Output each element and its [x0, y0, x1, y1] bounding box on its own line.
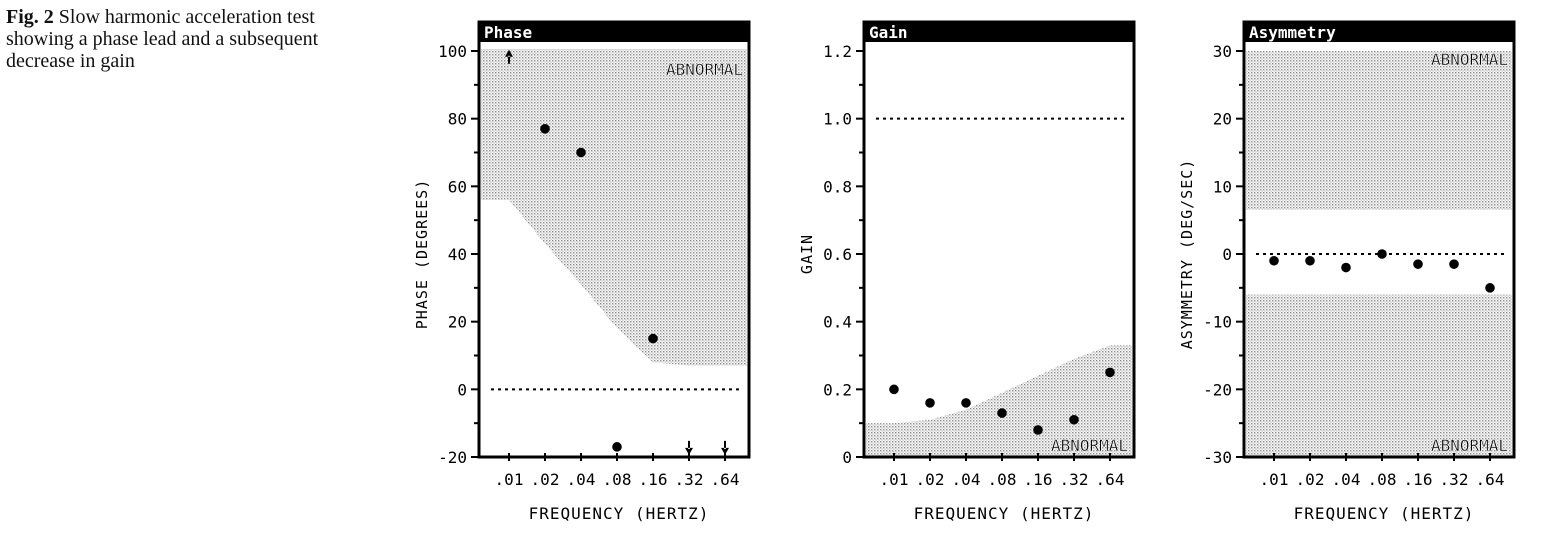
figure-caption-text: Slow harmonic acceleration test showing … — [6, 6, 319, 72]
y-tick-label: -20 — [438, 448, 467, 467]
y-tick-label: 0 — [842, 448, 852, 467]
x-tick-label: .01 — [880, 470, 909, 489]
y-tick-label: 100 — [438, 42, 467, 61]
abnormal-region — [481, 49, 747, 366]
y-tick-label: -10 — [1203, 313, 1232, 332]
abnormal-region — [866, 345, 1132, 457]
y-tick-label: 20 — [448, 313, 467, 332]
y-axis-label: PHASE (DEGREES) — [413, 179, 431, 329]
y-axis-label: ASYMMETRY (DEG/SEC) — [1178, 159, 1196, 350]
data-point — [540, 124, 550, 134]
data-point — [1105, 367, 1115, 378]
data-point — [576, 147, 586, 158]
abnormal-label: ABNORMAL — [666, 60, 743, 79]
x-tick-label: .04 — [1332, 470, 1361, 489]
figure-caption: Fig. 2 Slow harmonic acceleration test s… — [6, 6, 366, 72]
data-point — [997, 408, 1007, 418]
x-tick-label: .02 — [531, 470, 560, 489]
data-point — [1413, 259, 1423, 269]
data-point — [1341, 262, 1351, 273]
y-tick-label: 1.0 — [823, 110, 852, 129]
chart-title: Phase — [484, 23, 532, 42]
y-tick-label: 0.2 — [823, 380, 852, 399]
data-point-arrow-up — [505, 49, 513, 64]
x-tick-label: .04 — [567, 470, 596, 489]
x-tick-label: .04 — [952, 470, 981, 489]
x-tick-label: .32 — [1440, 470, 1469, 489]
x-tick-label: .64 — [1476, 470, 1505, 489]
abnormal-label: ABNORMAL — [1431, 50, 1508, 69]
y-axis-label: GAIN — [798, 234, 816, 274]
x-tick-label: .64 — [711, 470, 740, 489]
data-point — [889, 384, 899, 395]
chart-title: Asymmetry — [1249, 23, 1336, 42]
data-point — [1033, 425, 1043, 435]
abnormal-label: ABNORMAL — [1051, 436, 1128, 455]
title-bar — [1244, 22, 1514, 42]
asymmetry-chart: Asymmetry 30 20 10 0 -10 -20 -30 ASYMMETRY (DEG/… — [1178, 20, 1516, 523]
y-tick-label: 0 — [457, 380, 467, 399]
x-tick-label: .32 — [675, 470, 704, 489]
y-tick-label: 0.4 — [823, 313, 852, 332]
y-tick-label: 0 — [1222, 245, 1232, 264]
data-point — [1305, 255, 1315, 266]
x-tick-label: .16 — [639, 470, 668, 489]
y-tick-label: 10 — [1213, 177, 1232, 196]
abnormal-band-lower — [1246, 294, 1512, 457]
data-point-arrow-down — [685, 440, 693, 455]
data-point — [1485, 283, 1495, 293]
y-tick-label: -20 — [1203, 380, 1232, 399]
x-tick-label: .16 — [1024, 470, 1053, 489]
data-point-arrow-down — [721, 440, 729, 455]
data-point — [925, 398, 935, 408]
y-tick-label: 30 — [1213, 42, 1232, 61]
abnormal-label: ABNORMAL — [1431, 436, 1508, 455]
y-tick-label: 20 — [1213, 110, 1232, 129]
title-bar — [864, 22, 1134, 42]
data-point — [961, 398, 971, 408]
x-tick-label: .32 — [1060, 470, 1089, 489]
y-tick-label: 0.8 — [823, 177, 852, 196]
data-point — [648, 333, 658, 344]
y-tick-label: 0.6 — [823, 245, 852, 264]
chart-title: Gain — [869, 23, 908, 42]
x-tick-label: .16 — [1404, 470, 1433, 489]
data-point — [1269, 255, 1279, 266]
x-tick-label: .08 — [603, 470, 632, 489]
title-bar — [479, 22, 749, 42]
gain-chart: Gain 1.2 1.0 0.8 0.6 0.4 0.2 0 GAIN .01 .02 .04 .08.… — [798, 20, 1136, 523]
data-point — [1377, 249, 1387, 259]
x-tick-label: .08 — [1368, 470, 1397, 489]
data-point — [612, 442, 622, 452]
abnormal-band-upper — [1246, 51, 1512, 211]
x-tick-label: .01 — [495, 470, 524, 489]
y-tick-label: 40 — [448, 245, 467, 264]
y-tick-label: 60 — [448, 177, 467, 196]
y-tick-label: 1.2 — [823, 42, 852, 61]
x-tick-label: .01 — [1260, 470, 1289, 489]
y-tick-label: 80 — [448, 110, 467, 129]
x-axis-label: FREQUENCY (HERTZ) — [1294, 504, 1475, 523]
x-tick-label: .64 — [1096, 470, 1125, 489]
y-tick-label: -30 — [1203, 448, 1232, 467]
x-axis-label: FREQUENCY (HERTZ) — [914, 504, 1095, 523]
phase-chart: Phase 100 80 60 40 20 0 -20 PHASE (DEGREES) .01 .0… — [413, 20, 751, 523]
x-tick-label: .08 — [988, 470, 1017, 489]
data-point — [1449, 259, 1459, 269]
x-axis-label: FREQUENCY (HERTZ) — [529, 504, 710, 523]
data-point — [1069, 414, 1079, 425]
x-tick-label: .02 — [916, 470, 945, 489]
x-tick-label: .02 — [1296, 470, 1325, 489]
figure-label: Fig. 2 — [6, 6, 54, 28]
